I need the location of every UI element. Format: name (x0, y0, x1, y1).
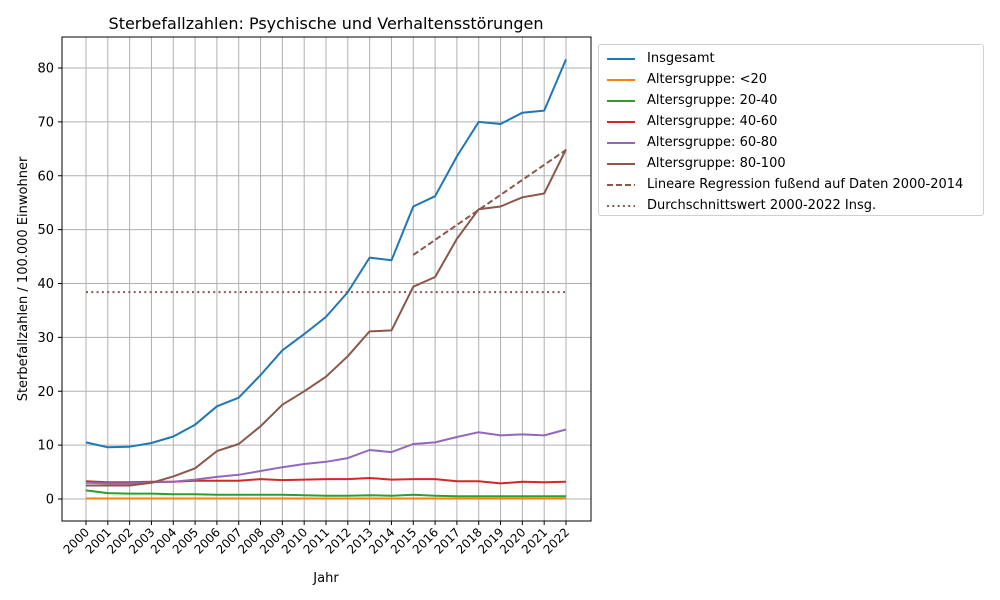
legend-swatch-icon (605, 53, 635, 65)
series-line (85, 489, 566, 498)
legend-swatch-icon (605, 179, 635, 191)
y-tick-label: 40 (37, 277, 54, 292)
y-tick-label: 30 (37, 331, 54, 346)
legend-swatch-icon (605, 158, 635, 170)
legend-item: Altersgruppe: <20 (605, 69, 983, 90)
legend-swatch-icon (605, 137, 635, 149)
series-line (86, 148, 567, 487)
y-tick-label: 10 (37, 439, 54, 454)
legend-item: Altersgruppe: 40-60 (605, 111, 983, 132)
x-tick-label: 2022 (541, 525, 572, 556)
legend-label: Altersgruppe: 40-60 (647, 114, 778, 129)
legend-label: Insgesamt (647, 51, 715, 66)
y-tick-label: 20 (37, 385, 54, 400)
chart-legend: Insgesamt Altersgruppe: <20 Altersgruppe: … (598, 44, 984, 216)
legend-swatch-icon (605, 95, 635, 107)
legend-swatch-icon (605, 116, 635, 128)
legend-item: Altersgruppe: 80-100 (605, 153, 983, 174)
grid-lines (62, 37, 591, 521)
series-line (85, 59, 567, 449)
legend-swatch-icon (605, 74, 635, 86)
series-line (85, 428, 567, 485)
legend-item: Lineare Regression fußend auf Daten 2000… (605, 174, 983, 195)
legend-item: Insgesamt (605, 48, 983, 69)
legend-label: Altersgruppe: 60-80 (647, 135, 778, 150)
data-series (85, 59, 567, 500)
x-axis-ticks: 2000200120022003200420052006200720082009… (61, 521, 572, 557)
legend-item: Altersgruppe: 60-80 (605, 132, 983, 153)
legend-label: Lineare Regression fußend auf Daten 2000… (647, 177, 964, 192)
y-axis-ticks: 0 10 20 30 40 50 60 70 80 (37, 62, 62, 508)
legend-label: Altersgruppe: 20-40 (647, 93, 778, 108)
y-tick-label: 80 (37, 62, 54, 77)
x-axis-label: Jahr (312, 571, 339, 586)
series-line (412, 149, 567, 256)
y-tick-label: 50 (37, 223, 54, 238)
legend-label: Altersgruppe: <20 (647, 72, 768, 87)
y-tick-label: 70 (37, 115, 54, 130)
legend-swatch-icon (605, 200, 635, 212)
legend-item: Durchschnittswert 2000-2022 Insg. (605, 195, 983, 216)
legend-label: Durchschnittswert 2000-2022 Insg. (647, 198, 877, 213)
y-tick-label: 0 (46, 493, 54, 508)
legend-item: Altersgruppe: 20-40 (605, 90, 983, 111)
y-axis-label: Sterbefallzahlen / 100.000 Einwohner (16, 156, 31, 401)
chart-title: Sterbefallzahlen: Psychische und Verhalt… (109, 14, 544, 33)
y-tick-label: 60 (37, 169, 54, 184)
legend-label: Altersgruppe: 80-100 (647, 156, 786, 171)
